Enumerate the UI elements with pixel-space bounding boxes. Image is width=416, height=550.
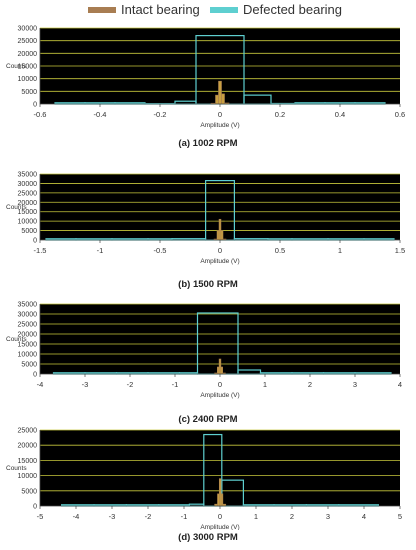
histogram-chart-c: 0 5000 10000 15000 20000 25000 30000 35000 -4 -3 -… <box>6 302 402 400</box>
y-tick-label: 25000 <box>18 190 38 197</box>
legend-label-defected: Defected bearing <box>243 2 343 17</box>
chart-panel-b: 0 5000 10000 15000 20000 25000 30000 35000 -1.5 -… <box>0 164 416 275</box>
x-tick-label: 1.5 <box>395 246 405 255</box>
y-axis-title: Counts <box>6 336 27 343</box>
x-tick-label: 2 <box>290 512 294 521</box>
x-tick-label: 0 <box>218 380 222 389</box>
y-tick-label: 25000 <box>18 428 38 435</box>
x-tick-label: 0.6 <box>395 110 405 119</box>
y-tick-label: 35000 <box>18 172 38 179</box>
y-axis-title: Counts <box>6 63 27 70</box>
y-tick-label: 15000 <box>18 458 38 465</box>
y-axis-title: Counts <box>6 204 27 211</box>
y-tick-label: 5000 <box>21 362 37 369</box>
chart-panel-d: 0 5000 10000 15000 20000 25000 -5 -4 -3 -2 -1 0 1 2 3 4… <box>0 424 416 535</box>
x-tick-label: -1 <box>172 380 179 389</box>
x-tick-label: -0.5 <box>154 246 167 255</box>
x-tick-label: -0.2 <box>154 110 167 119</box>
intact-bearing-bar <box>216 230 220 241</box>
y-tick-label: 10000 <box>18 473 38 480</box>
x-tick-label: -5 <box>37 512 44 521</box>
chart-panel-a: 0 5000 10000 15000 20000 25000 30000 -0.6 -0.4 -0… <box>0 22 416 143</box>
legend-swatch-defected <box>210 6 238 13</box>
y-tick-label: 5000 <box>21 89 37 96</box>
x-tick-label: 3 <box>326 512 330 521</box>
x-tick-label: 2 <box>308 380 312 389</box>
y-tick-label: 0 <box>33 102 37 109</box>
x-tick-label: 0.4 <box>335 110 345 119</box>
x-tick-label: -4 <box>37 380 44 389</box>
y-tick-label: 0 <box>33 238 37 245</box>
y-tick-label: 15000 <box>18 342 38 349</box>
x-tick-label: 0.2 <box>275 110 285 119</box>
legend-item-defected: Defected bearing <box>210 2 342 17</box>
y-tick-label: 25000 <box>18 322 38 329</box>
x-tick-label: 5 <box>398 512 402 521</box>
y-tick-label: 30000 <box>18 26 38 33</box>
y-tick-label: 20000 <box>18 443 38 450</box>
y-tick-label: 10000 <box>18 76 38 83</box>
y-tick-label: 20000 <box>18 51 38 58</box>
y-tick-label: 15000 <box>18 209 38 216</box>
x-axis-title: Amplitude (V) <box>200 524 239 530</box>
x-tick-label: 0 <box>218 110 222 119</box>
chart-caption-b: (b) 1500 RPM <box>178 279 238 290</box>
intact-bearing-bar <box>215 94 219 105</box>
y-tick-label: 35000 <box>18 302 38 309</box>
chart-caption-a: (a) 1002 RPM <box>178 138 238 149</box>
y-tick-label: 10000 <box>18 219 38 226</box>
x-tick-label: -1.5 <box>34 246 47 255</box>
x-axis-title: Amplitude (V) <box>200 258 239 265</box>
x-tick-label: -4 <box>73 512 80 521</box>
y-tick-label: 0 <box>33 504 37 511</box>
chart-caption-c: (c) 2400 RPM <box>178 414 238 425</box>
intact-bearing-bar <box>220 230 224 241</box>
x-tick-label: -3 <box>109 512 116 521</box>
chart-panel-c: 0 5000 10000 15000 20000 25000 30000 35000 -4 -3 -… <box>0 298 416 409</box>
y-tick-label: 5000 <box>21 228 37 235</box>
x-tick-label: 0 <box>218 512 222 521</box>
x-tick-label: -0.4 <box>94 110 107 119</box>
y-tick-label: 5000 <box>21 488 37 495</box>
legend-swatch-intact <box>88 6 116 13</box>
x-tick-label: 3 <box>353 380 357 389</box>
x-tick-label: -1 <box>97 246 104 255</box>
x-tick-label: 4 <box>362 512 366 521</box>
x-tick-label: -2 <box>127 380 134 389</box>
y-tick-label: 25000 <box>18 38 38 45</box>
y-tick-label: 15000 <box>18 64 38 71</box>
y-axis-title: Counts <box>6 465 27 472</box>
histogram-chart-d: 0 5000 10000 15000 20000 25000 -5 -4 -3 -2 -1 0 1 2 3 4… <box>6 428 402 532</box>
x-tick-label: -2 <box>145 512 152 521</box>
x-tick-label: 1 <box>254 512 258 521</box>
y-tick-label: 20000 <box>18 332 38 339</box>
x-tick-label: -1 <box>181 512 188 521</box>
y-tick-label: 30000 <box>18 312 38 319</box>
legend: Intact bearing Defected bearing <box>0 0 416 20</box>
x-tick-label: 1 <box>263 380 267 389</box>
x-axis-title: Amplitude (V) <box>200 122 239 129</box>
histogram-chart-a: 0 5000 10000 15000 20000 25000 30000 -0.6 -0.4 -0… <box>6 26 405 130</box>
x-tick-label: 4 <box>398 380 402 389</box>
intact-bearing-bar <box>221 93 225 105</box>
histogram-chart-b: 0 5000 10000 15000 20000 25000 30000 35000 -1.5 -… <box>6 172 405 266</box>
legend-item-intact: Intact bearing <box>88 2 200 17</box>
x-tick-label: 1 <box>338 246 342 255</box>
x-tick-label: 0 <box>218 246 222 255</box>
y-tick-label: 0 <box>33 372 37 379</box>
x-tick-label: -0.6 <box>34 110 47 119</box>
x-tick-label: 0.5 <box>275 246 285 255</box>
chart-caption-d: (d) 3000 RPM <box>178 532 238 543</box>
legend-label-intact: Intact bearing <box>121 2 200 17</box>
y-tick-label: 10000 <box>18 352 38 359</box>
intact-bearing-bar <box>218 80 222 105</box>
x-tick-label: -3 <box>82 380 89 389</box>
y-tick-label: 20000 <box>18 200 38 207</box>
x-axis-title: Amplitude (V) <box>200 392 239 399</box>
y-tick-label: 30000 <box>18 181 38 188</box>
